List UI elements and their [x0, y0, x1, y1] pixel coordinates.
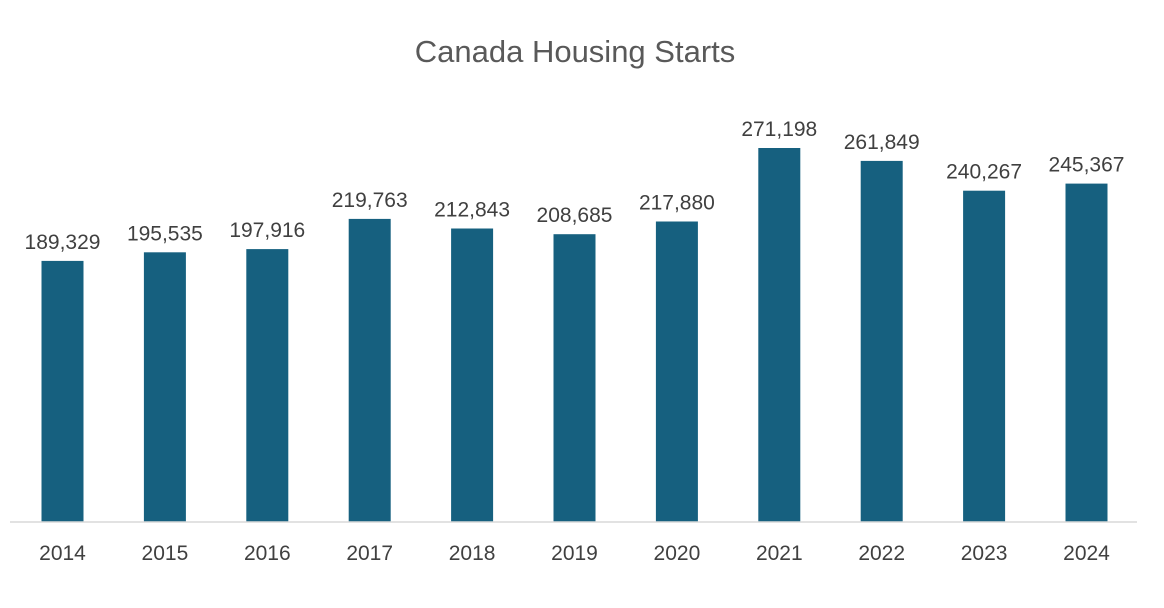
bar-2020: [655, 221, 698, 522]
data-label-2017: 219,763: [332, 189, 408, 212]
bar-2018: [451, 228, 494, 522]
bar-2023: [963, 190, 1006, 522]
x-tick-label-2016: 2016: [244, 542, 291, 565]
data-label-2014: 189,329: [25, 231, 101, 254]
x-tick-label-2017: 2017: [346, 542, 393, 565]
bar-2022: [860, 160, 903, 522]
chart-title: Canada Housing Starts: [414, 34, 736, 69]
data-label-2015: 195,535: [127, 222, 203, 245]
x-tick-label-2020: 2020: [654, 542, 701, 565]
data-label-2018: 212,843: [434, 199, 510, 222]
data-label-2024: 245,367: [1049, 154, 1125, 177]
bar-2016: [246, 249, 289, 522]
x-tick-label-2014: 2014: [39, 542, 86, 565]
data-label-2022: 261,849: [844, 131, 920, 154]
bar-2015: [143, 252, 186, 523]
x-tick-label-2021: 2021: [756, 542, 803, 565]
x-tick-label-2018: 2018: [449, 542, 496, 565]
bar-2017: [348, 218, 391, 522]
x-tick-label-2022: 2022: [858, 542, 905, 565]
data-label-2019: 208,685: [537, 204, 613, 227]
data-label-2023: 240,267: [946, 161, 1022, 184]
bar-2024: [1065, 183, 1108, 522]
x-tick-label-2024: 2024: [1063, 542, 1110, 565]
bar-2019: [553, 234, 596, 522]
bar-2021: [758, 148, 801, 522]
data-label-2020: 217,880: [639, 192, 715, 215]
x-tick-label-2015: 2015: [142, 542, 189, 565]
x-tick-label-2019: 2019: [551, 542, 598, 565]
bars-group: [41, 148, 1108, 523]
x-axis-tick-labels: 2014 2015 2016 2017 2018 2019 2020 2021 2022 2023…: [39, 542, 1110, 565]
data-labels-group: 189,329 195,535 197,916 219,763 212,843 208,6…: [25, 118, 1125, 254]
x-tick-label-2023: 2023: [961, 542, 1008, 565]
data-label-2021: 271,198: [741, 118, 817, 141]
data-label-2016: 197,916: [229, 219, 305, 242]
bar-2014: [41, 260, 84, 522]
